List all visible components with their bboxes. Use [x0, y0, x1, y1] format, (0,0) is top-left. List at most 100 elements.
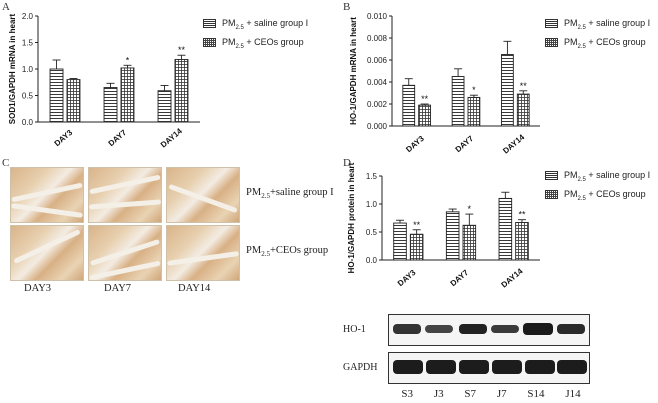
histology-panel: PM2.5+saline group I PM2.5+CEOs group DA…	[6, 167, 336, 297]
bar	[120, 67, 135, 123]
category-label: DAY7	[107, 128, 129, 148]
y-axis-label: HO-1/GAPDH protein in heart	[347, 162, 356, 273]
band-gapdh-s7	[459, 360, 489, 374]
category-label: DAY7	[454, 134, 476, 154]
hatch-horizontal-swatch	[545, 171, 558, 181]
blot-strip-gapdh	[388, 352, 590, 384]
hatch-horizontal-swatch	[545, 19, 558, 29]
band-ho1-j14	[557, 324, 585, 334]
significance-marker: **	[421, 94, 429, 104]
legend-sub: 2.5	[235, 24, 244, 31]
y-tick-label: 1.0	[366, 200, 378, 209]
chart-b-ho1-mrna: 0.000 0.002 0.004 0.006 0.008 0.010 HO-1/GAPDH…	[349, 12, 540, 156]
legend-b: PM2.5 + saline group I PM2.5 + CEOs grou…	[545, 16, 650, 54]
hatch-grid-swatch	[545, 189, 558, 199]
lane-label: J3	[433, 388, 444, 400]
micrograph-saline-day14	[166, 167, 240, 223]
lane-label: J14	[565, 388, 581, 400]
legend-d-item-ceos: PM2.5 + CEOs group	[545, 187, 650, 206]
significance-marker: *	[468, 204, 472, 214]
bar	[409, 233, 424, 261]
panel-a-letter: A	[2, 1, 10, 13]
blot-label-ho1: HO-1	[343, 324, 366, 335]
histology-col-day14: DAY14	[178, 283, 211, 294]
category-label: DAY3	[404, 134, 426, 154]
legend-pm: PM	[222, 36, 236, 47]
legend-pm: PM	[564, 36, 578, 47]
bar	[393, 222, 407, 261]
panel-b-letter: B	[343, 1, 351, 13]
bar	[515, 222, 529, 261]
legend-sub: 2.5	[577, 24, 586, 31]
bar	[501, 54, 514, 127]
micrograph-ceos-day14	[166, 225, 240, 281]
hatch-horizontal-swatch	[203, 19, 216, 29]
bar	[174, 59, 189, 123]
y-axis-label: SOD1/GAPDH mRNA in heart	[8, 13, 17, 124]
blot-strip-ho1	[388, 314, 590, 346]
row2-rest: +CEOs group	[269, 245, 329, 256]
legend-ceos-label: + CEOs group	[585, 188, 646, 199]
lane-label: J7	[496, 388, 507, 400]
legend-ceos-label: + CEOs group	[585, 36, 646, 47]
legend-saline-label: + saline group I	[585, 18, 651, 28]
micrograph-ceos-day3	[10, 225, 84, 281]
legend-pm: PM	[564, 18, 578, 28]
significance-marker: **	[178, 45, 186, 55]
band-ho1-s7	[459, 324, 487, 334]
micrograph-ceos-day7	[88, 225, 162, 281]
category-label: DAY14	[501, 132, 526, 155]
bar	[402, 84, 416, 127]
band-ho1-s3	[393, 324, 421, 334]
blot-lane-labels: S3 J3 S7 J7 S14 J14	[391, 388, 591, 400]
legend-sub: 2.5	[577, 43, 586, 50]
histology-row-label-saline: PM2.5+saline group I	[246, 187, 334, 200]
lane-label: S7	[464, 388, 477, 400]
band-gapdh-j14	[557, 360, 587, 374]
legend-d-item-saline: PM2.5 + saline group I	[545, 168, 650, 187]
bar	[467, 96, 481, 127]
legend-a-item-ceos: PM2.5 + CEOs group	[203, 35, 308, 54]
chart-d-ho1-protein: 0.0 0.5 1.0 1.5 HO-1/GAPDH protein in heart *…	[347, 162, 540, 290]
western-blot: HO-1 GAPDH S3 J3 S7 J7 S14 J14	[343, 312, 658, 403]
y-tick-label: 0.000	[367, 122, 388, 131]
significance-marker: **	[520, 81, 528, 91]
band-ho1-s14	[523, 323, 553, 335]
y-tick-label: 0.008	[367, 34, 388, 43]
bar	[451, 76, 465, 127]
legend-saline-label: + saline group I	[585, 170, 651, 180]
band-gapdh-j3	[426, 360, 456, 374]
row1-rest: +saline group I	[269, 187, 334, 198]
bar	[462, 224, 477, 261]
chart-a-sod1-mrna: 0.0 0.5 1.0 1.5 2.0 SOD1/GAPDH mRNA in heart D…	[8, 12, 200, 150]
y-tick-label: 0.004	[367, 78, 388, 87]
band-gapdh-s14	[525, 360, 555, 374]
legend-sub: 2.5	[235, 43, 244, 50]
histology-row-label-ceos: PM2.5+CEOs group	[246, 245, 328, 258]
lane-label: S14	[527, 388, 545, 400]
row2-sub: 2.5	[261, 250, 270, 259]
band-ho1-j7	[491, 325, 519, 333]
band-ho1-j3	[425, 325, 453, 333]
histology-col-day7: DAY7	[104, 283, 132, 294]
legend-d: PM2.5 + saline group I PM2.5 + CEOs grou…	[545, 168, 650, 206]
legend-b-item-saline: PM2.5 + saline group I	[545, 16, 650, 35]
lane-label: S3	[401, 388, 414, 400]
legend-pm: PM	[222, 18, 236, 28]
bar	[66, 79, 81, 123]
y-tick-label: 0.002	[367, 100, 388, 109]
y-tick-label: 1.0	[22, 65, 34, 74]
bar	[445, 211, 460, 261]
legend-pm: PM	[564, 170, 578, 180]
significance-marker: *	[126, 55, 130, 65]
y-axis-label: HO-1/GAPDH mRNA in heart	[349, 17, 358, 125]
y-tick-label: 0.5	[22, 92, 34, 101]
category-label: DAY3	[396, 268, 418, 288]
legend-pm: PM	[564, 188, 578, 199]
y-tick-label: 0.0	[366, 256, 378, 265]
micrograph-saline-day3	[10, 167, 84, 223]
y-tick-label: 1.5	[366, 172, 378, 181]
category-label: DAY14	[500, 266, 525, 289]
hatch-grid-swatch	[203, 37, 216, 47]
micrograph-saline-day7	[88, 167, 162, 223]
